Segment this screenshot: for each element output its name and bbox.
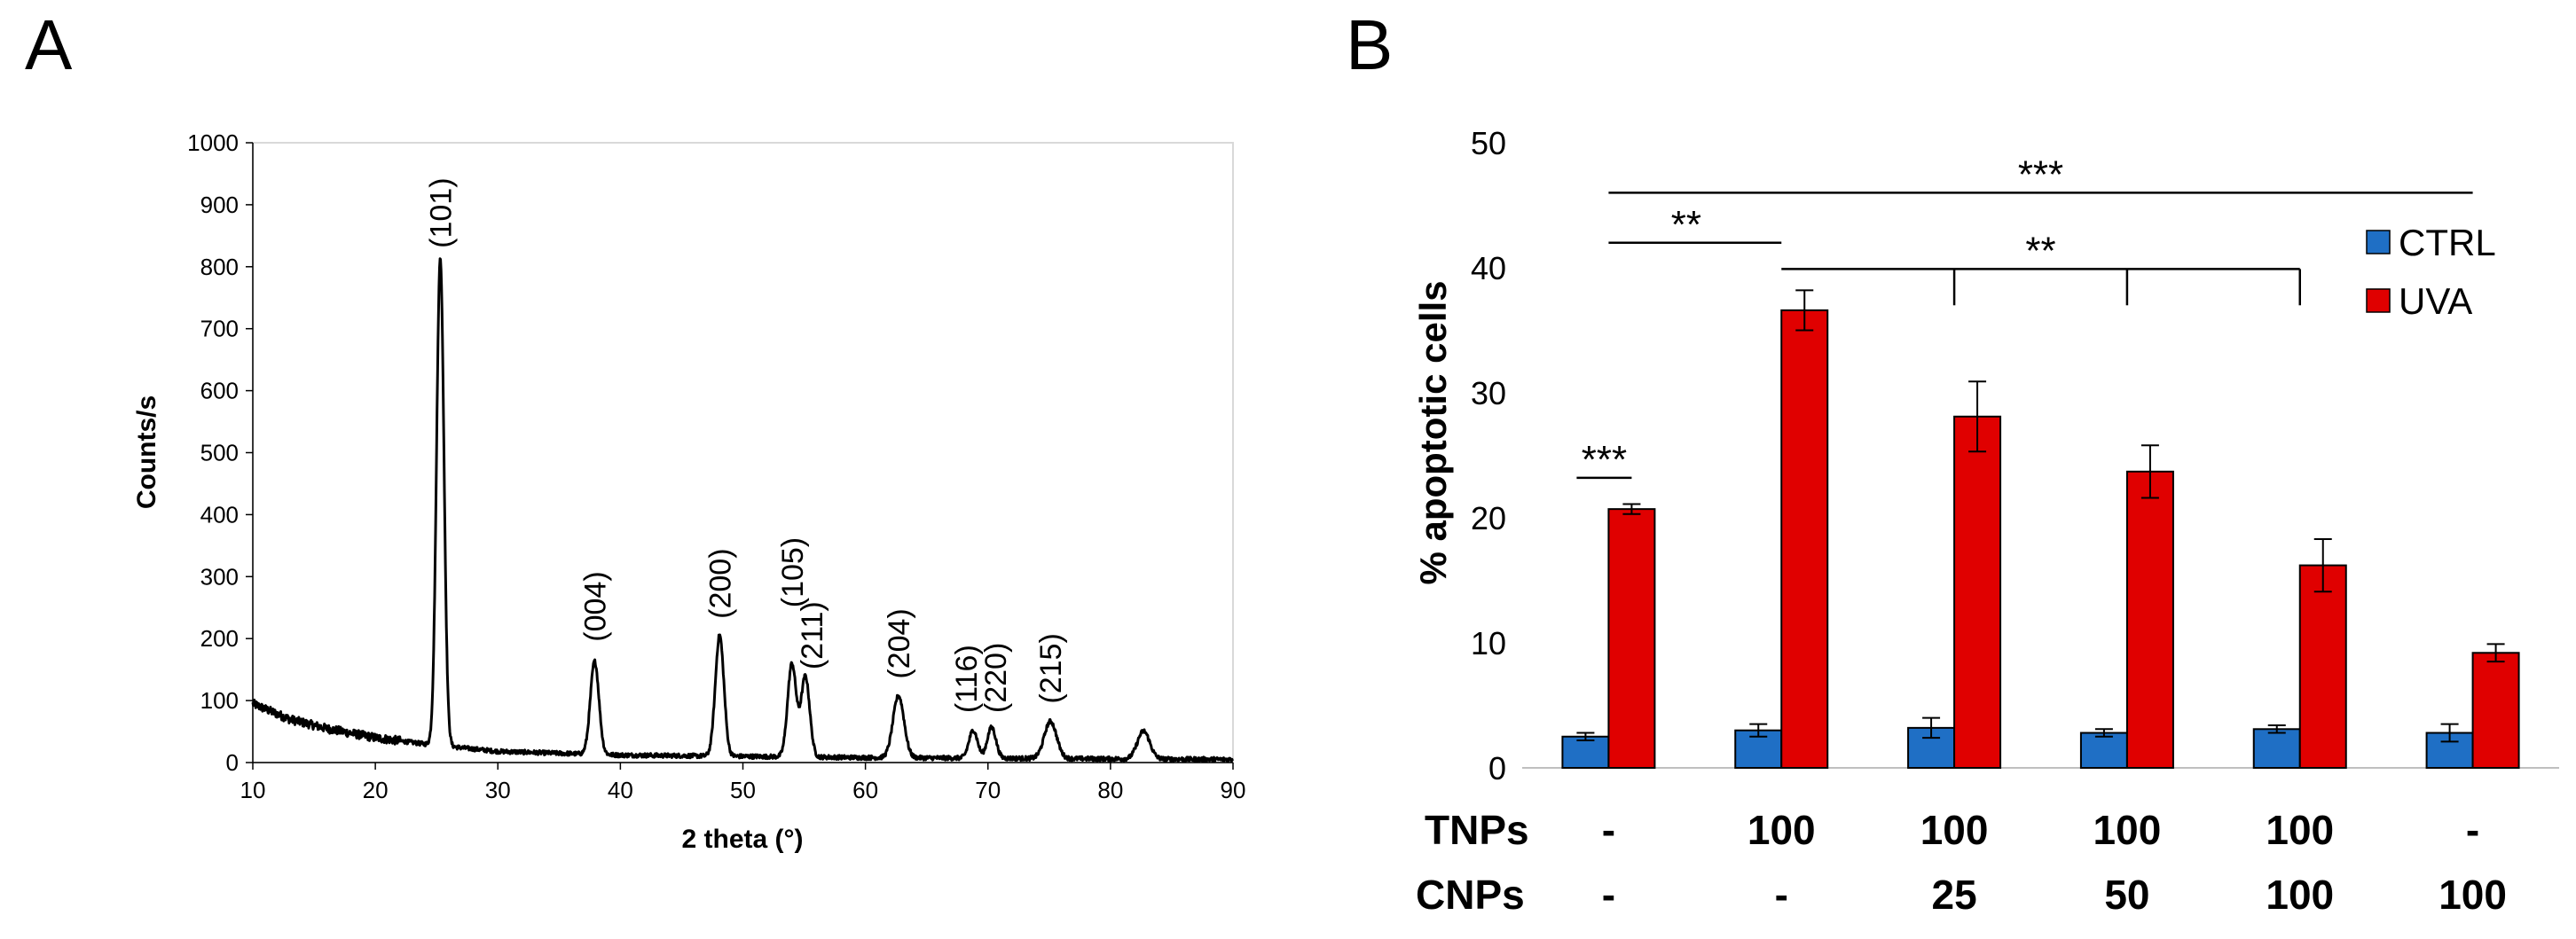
xrd-x-tick-label: 10 <box>240 777 266 803</box>
xrd-peak-label: (004) <box>578 571 612 641</box>
xrd-y-tick-label: 1000 <box>187 129 239 156</box>
xrd-chart: 0 100 200 300 400 500 600 700 800 900 1000 10 20 30 4… <box>132 129 1245 854</box>
xrd-x-tick-label: 90 <box>1221 777 1246 803</box>
legend: CTRL UVA <box>2366 222 2496 322</box>
tnps-value: 100 <box>1747 807 1816 853</box>
apoptosis-y-tick-label: 10 <box>1471 625 1506 661</box>
xrd-x-tick-label: 80 <box>1097 777 1123 803</box>
bar-ctrl <box>1561 735 1610 769</box>
tnps-value: 100 <box>2093 807 2162 853</box>
cnps-value: 100 <box>2266 872 2334 918</box>
xrd-plot-area <box>252 142 1234 763</box>
legend-label-ctrl: CTRL <box>2399 222 2496 263</box>
cnps-value: - <box>1775 872 1788 918</box>
xrd-peak-label: (215) <box>1034 633 1068 703</box>
apoptosis-y-tick-label: 30 <box>1471 375 1506 411</box>
xrd-peak-label: (204) <box>883 608 916 678</box>
apoptosis-y-tick-label: 0 <box>1488 750 1506 786</box>
apoptosis-y-tick-label: 40 <box>1471 250 1506 286</box>
xrd-y-tick-label: 600 <box>200 378 239 404</box>
significance-label: *** <box>1582 438 1627 481</box>
legend-swatch-ctrl <box>2366 230 2391 254</box>
xrd-y-tick-label: 800 <box>200 254 239 280</box>
legend-label-uva: UVA <box>2399 280 2472 322</box>
bar-uva <box>1607 508 1656 769</box>
xrd-pattern-line <box>251 257 1234 763</box>
xrd-y-tick-label: 500 <box>200 440 239 466</box>
tnps-value: 100 <box>2266 807 2334 853</box>
xrd-peak-labels: (101) (004) (200) (105)(211) (204) (116)(220)… <box>424 177 1068 713</box>
bar-ctrl <box>2079 732 2128 770</box>
cnps-value: 100 <box>2439 872 2507 918</box>
cnps-value: - <box>1602 872 1615 918</box>
tnps-value: - <box>2466 807 2479 853</box>
xrd-peak-label: (220) <box>979 643 1013 713</box>
xrd-y-axis-title: Counts/s <box>132 395 161 509</box>
apoptosis-y-tick-label: 20 <box>1471 500 1506 536</box>
xrd-y-tick-labels: 0 100 200 300 400 500 600 700 800 900 1000 <box>187 129 253 776</box>
apoptosis-y-tick-label: 50 <box>1471 125 1506 161</box>
cnps-value: 50 <box>2104 872 2149 918</box>
apoptosis-error-bars <box>1576 289 2505 743</box>
panel-label-b: B <box>1346 5 1393 84</box>
xrd-x-tick-label: 50 <box>730 777 756 803</box>
tnps-value: - <box>1602 807 1615 853</box>
xrd-y-tick-label: 300 <box>200 563 239 590</box>
bar-uva <box>1780 309 1829 769</box>
bar-uva <box>1953 415 2002 769</box>
xrd-x-tick-label: 40 <box>608 777 633 803</box>
tnps-value: 100 <box>1920 807 1989 853</box>
cnps-value: 25 <box>1931 872 1976 918</box>
apoptosis-y-tick-labels: 0 10 20 30 40 50 <box>1471 125 1506 786</box>
significance-label: ** <box>1671 203 1701 246</box>
xrd-y-tick-label: 0 <box>226 749 239 776</box>
significance-annotations: ********** <box>1576 153 2473 481</box>
tnps-row-label: TNPs <box>1425 807 1529 853</box>
condition-labels: - - 100 - 100 25 100 50 100 100 - 100 <box>1602 807 2507 918</box>
bar-ctrl <box>2425 732 2474 770</box>
xrd-peak-label: (105) <box>776 537 810 607</box>
xrd-x-tick-label: 30 <box>485 777 511 803</box>
xrd-y-tick-label: 200 <box>200 625 239 652</box>
cnps-row-label: CNPs <box>1416 872 1525 918</box>
xrd-x-tick-labels: 10 20 30 40 50 60 70 80 90 <box>240 763 1246 803</box>
xrd-peak-label: (116) <box>950 645 984 713</box>
panel-label-a: A <box>25 5 73 84</box>
bar-uva <box>2125 470 2174 770</box>
apoptosis-bars <box>1561 309 2520 770</box>
xrd-x-axis-title: 2 theta (°) <box>681 825 803 854</box>
legend-swatch-uva <box>2366 288 2391 313</box>
xrd-x-tick-label: 60 <box>852 777 878 803</box>
xrd-x-tick-label: 20 <box>363 777 389 803</box>
xrd-peak-label: (211) <box>796 601 829 669</box>
xrd-y-tick-label: 900 <box>200 192 239 218</box>
significance-label: ** <box>2025 229 2055 272</box>
xrd-y-tick-label: 100 <box>200 687 239 714</box>
xrd-x-tick-label: 70 <box>975 777 1001 803</box>
bar-uva <box>2298 564 2347 770</box>
significance-label: *** <box>2018 153 2063 196</box>
xrd-peak-label: (101) <box>424 177 458 247</box>
xrd-y-tick-label: 700 <box>200 316 239 342</box>
bar-uva <box>2471 652 2520 770</box>
xrd-y-tick-label: 400 <box>200 501 239 528</box>
bar-ctrl <box>2252 728 2301 769</box>
apoptosis-y-axis-title: % apoptotic cells <box>1412 280 1454 584</box>
xrd-peak-label: (200) <box>703 548 737 618</box>
